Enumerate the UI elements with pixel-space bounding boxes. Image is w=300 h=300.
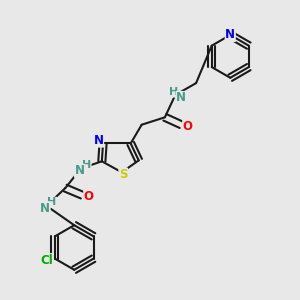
Text: N: N	[94, 134, 103, 147]
Text: N: N	[40, 202, 50, 215]
Text: N: N	[225, 28, 235, 41]
Text: O: O	[84, 190, 94, 203]
Text: Cl: Cl	[40, 254, 53, 267]
Text: N: N	[176, 92, 186, 104]
Text: H: H	[82, 160, 91, 170]
Text: O: O	[183, 120, 193, 133]
Text: H: H	[169, 87, 178, 97]
Text: S: S	[119, 168, 128, 181]
Text: H: H	[47, 197, 56, 207]
Text: N: N	[75, 164, 85, 177]
